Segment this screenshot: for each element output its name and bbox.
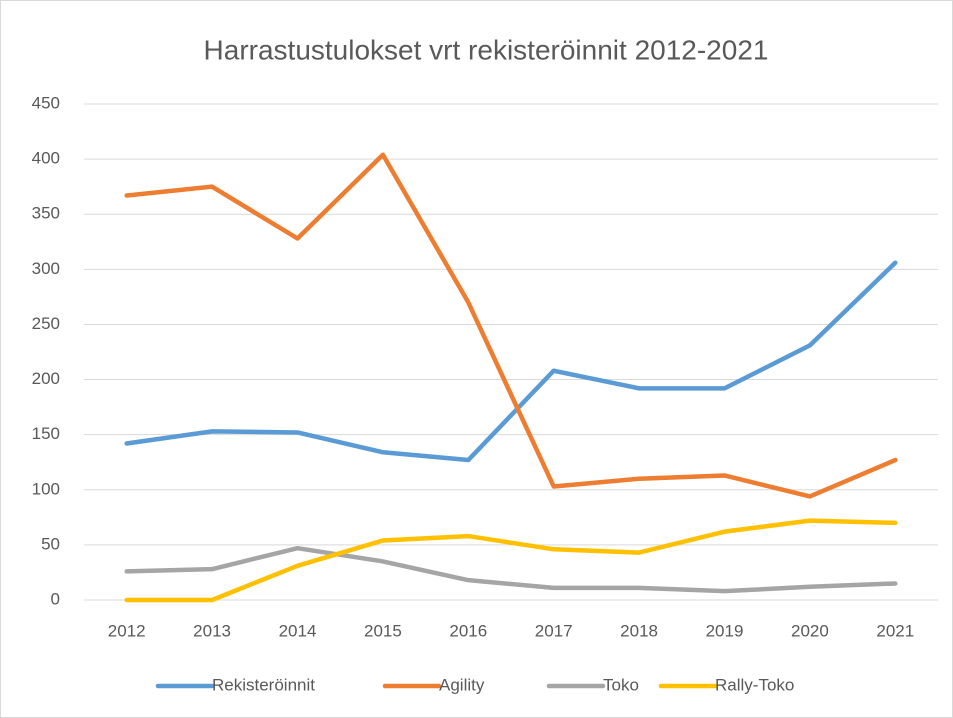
y-tick-label: 250	[32, 314, 60, 333]
y-tick-label: 100	[32, 479, 60, 498]
chart-title: Harrastustulokset vrt rekisteröinnit 201…	[204, 34, 769, 65]
x-tick-label: 2018	[620, 621, 658, 640]
legend-label: Toko	[603, 675, 639, 694]
legend-label: Rekisteröinnit	[212, 675, 315, 694]
series-line	[124, 545, 898, 594]
x-tick-label: 2017	[535, 621, 573, 640]
series-line	[124, 152, 898, 499]
y-tick-label: 400	[32, 149, 60, 168]
x-tick-label: 2019	[706, 621, 744, 640]
series-line	[124, 518, 898, 603]
x-tick-label: 2014	[279, 621, 317, 640]
y-tick-label: 200	[32, 369, 60, 388]
y-tick-label: 450	[32, 93, 60, 112]
x-tick-label: 2015	[364, 621, 402, 640]
x-tick-label: 2020	[791, 621, 829, 640]
legend-label: Agility	[439, 675, 485, 694]
x-tick-label: 2012	[108, 621, 146, 640]
y-tick-label: 300	[32, 259, 60, 278]
legend-label: Rally-Toko	[715, 675, 794, 694]
series-line	[124, 260, 898, 463]
y-tick-label: 150	[32, 424, 60, 443]
y-tick-label: 0	[51, 589, 60, 608]
x-tick-label: 2016	[449, 621, 487, 640]
y-tick-label: 350	[32, 204, 60, 223]
x-tick-label: 2021	[876, 621, 914, 640]
x-tick-label: 2013	[193, 621, 231, 640]
y-tick-label: 50	[41, 534, 60, 553]
